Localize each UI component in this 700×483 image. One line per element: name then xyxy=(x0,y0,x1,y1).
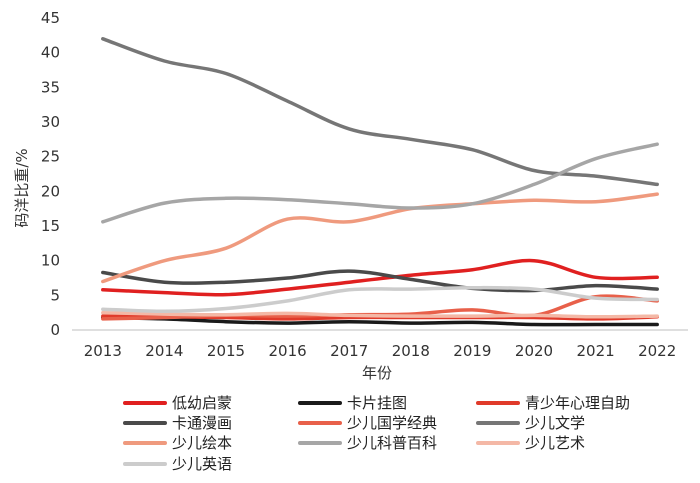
x-tick-label: 2015 xyxy=(207,342,245,360)
legend-item: 少儿绘本 xyxy=(123,434,232,452)
legend-label: 少儿国学经典 xyxy=(347,414,437,432)
x-tick-label: 2022 xyxy=(638,342,676,360)
x-tick-label: 2014 xyxy=(145,342,183,360)
y-tick-label: 45 xyxy=(41,9,60,27)
legend-label: 卡通漫画 xyxy=(172,414,232,432)
legend-label: 少儿艺术 xyxy=(525,434,585,452)
legend-label: 青少年心理自助 xyxy=(525,394,630,412)
legend-item: 少儿英语 xyxy=(123,455,232,473)
series-line-10 xyxy=(101,285,659,314)
x-tick-label: 2020 xyxy=(515,342,553,360)
series-line-9 xyxy=(101,310,659,319)
series-line-8 xyxy=(101,142,659,224)
series-line-2 xyxy=(101,315,659,327)
legend-label: 少儿科普百科 xyxy=(347,434,437,452)
series-layer xyxy=(101,37,659,327)
legend-item: 少儿文学 xyxy=(476,414,585,432)
y-tick-label: 40 xyxy=(41,44,60,62)
series-line-1 xyxy=(101,258,659,297)
y-tick-label: 10 xyxy=(41,252,60,270)
y-tick-label: 20 xyxy=(41,182,60,200)
y-tick-label: 15 xyxy=(41,217,60,235)
legend-item: 卡通漫画 xyxy=(123,414,232,432)
legend-label: 低幼启蒙 xyxy=(172,394,232,412)
series-line-6 xyxy=(101,37,659,187)
x-tick-label: 2019 xyxy=(453,342,491,360)
series-line-4 xyxy=(101,269,659,293)
legend-label: 卡片挂图 xyxy=(347,394,407,412)
x-axis-label: 年份 xyxy=(362,364,392,382)
legend-item: 少儿国学经典 xyxy=(298,414,437,432)
x-tick-label: 2016 xyxy=(269,342,307,360)
y-tick-label: 35 xyxy=(41,78,60,96)
legend-item: 青少年心理自助 xyxy=(476,394,630,412)
x-tick-label: 2021 xyxy=(577,342,615,360)
series-line-7 xyxy=(101,192,659,284)
y-tick-label: 5 xyxy=(50,286,60,304)
x-tick-label: 2018 xyxy=(392,342,430,360)
legend-item: 卡片挂图 xyxy=(298,394,407,412)
legend-item: 少儿艺术 xyxy=(476,434,585,452)
legend: 低幼启蒙 卡片挂图 青少年心理自助卡通漫画 少儿国学经典 少儿文学少儿绘本 少儿科普百科少… xyxy=(123,394,630,473)
legend-label: 少儿文学 xyxy=(525,414,585,432)
x-tick-label: 2013 xyxy=(84,342,122,360)
legend-item: 低幼启蒙 xyxy=(123,394,232,412)
x-axis-ticks: 2013 2014 2015 2016 2017 2018 2019 2020 2021 2022 xyxy=(84,342,677,360)
y-tick-label: 0 xyxy=(50,321,60,339)
y-axis-ticks: 0 5 10 15 20 25 30 35 40 45 xyxy=(41,9,60,339)
legend-label: 少儿绘本 xyxy=(172,434,232,452)
x-tick-label: 2017 xyxy=(330,342,368,360)
y-tick-label: 30 xyxy=(41,113,60,131)
legend-item: 少儿科普百科 xyxy=(298,434,437,452)
legend-label: 少儿英语 xyxy=(172,455,232,473)
y-tick-label: 25 xyxy=(41,148,60,166)
y-axis-label: 码洋比重/% xyxy=(13,148,31,227)
